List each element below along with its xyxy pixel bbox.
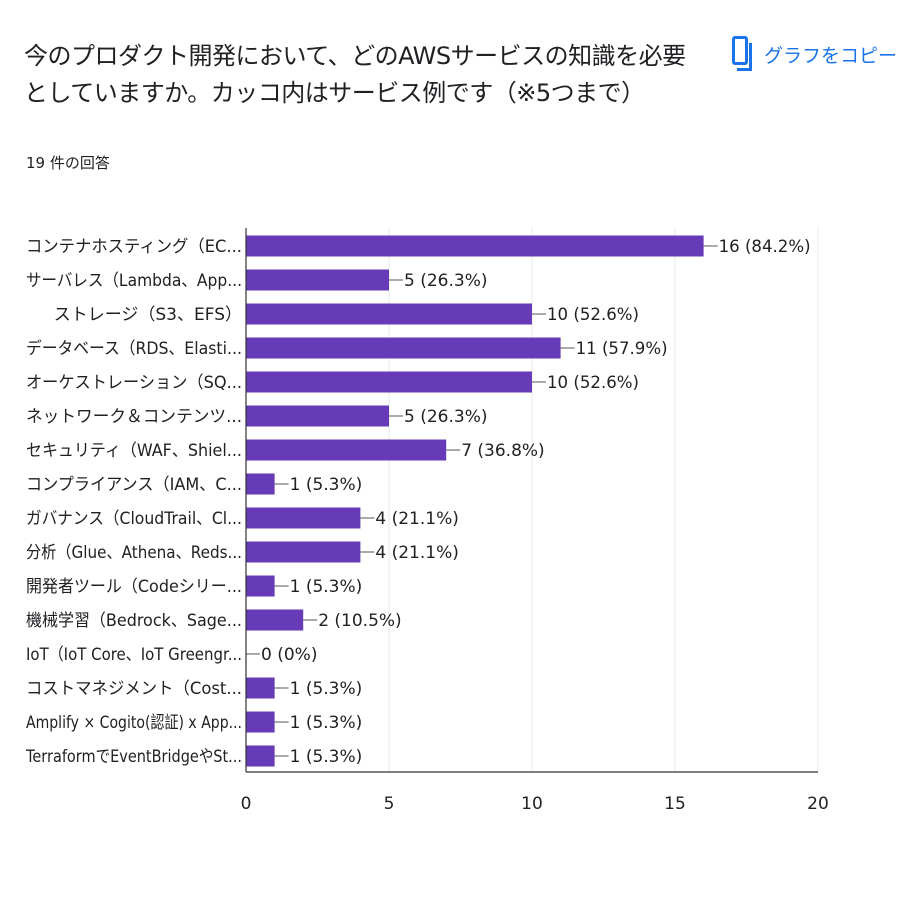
bar	[246, 439, 447, 461]
category-label: コンプライアンス（IAM、C...	[26, 475, 242, 495]
bar	[246, 371, 532, 393]
x-tick-label: 20	[807, 794, 829, 814]
data-label: 0 (0%)	[261, 645, 317, 665]
labels: 0 5 10 15 20 16 (84.2%) コンテナホスティング（EC... 5 (26.…	[25, 237, 829, 814]
category-label: コストマネジメント（Cost...	[26, 679, 242, 699]
data-label: 4 (21.1%)	[375, 543, 459, 563]
data-label: 2 (10.5%)	[318, 611, 402, 631]
copy-chart-button[interactable]: グラフをコピー	[732, 36, 897, 72]
x-tick-label: 10	[521, 794, 543, 814]
category-label: セキュリティ（WAF、Shiel...	[26, 441, 242, 461]
bar	[246, 745, 275, 767]
bar	[246, 609, 304, 631]
chart-title: 今のプロダクト開発において、どのAWSサービスの知識を必要としていますか。カッコ…	[24, 42, 686, 107]
bar	[246, 575, 275, 597]
category-label: ガバナンス（CloudTrail、Cl...	[26, 509, 242, 529]
category-label: TerraformでEventBridgeやSt...	[25, 747, 242, 767]
bar	[246, 507, 361, 529]
bar	[246, 303, 532, 325]
category-label: オーケストレーション（SQ...	[26, 373, 242, 393]
response-count: 19 件の回答	[26, 154, 110, 172]
data-label: 5 (26.3%)	[404, 407, 488, 427]
bars	[246, 235, 718, 767]
data-label: 11 (57.9%)	[576, 339, 668, 359]
bar	[246, 473, 275, 495]
data-label: 1 (5.3%)	[290, 577, 363, 597]
data-label: 1 (5.3%)	[290, 475, 363, 495]
category-label: Amplify × Cogito(認証) x App...	[26, 713, 242, 733]
x-tick-label: 15	[664, 794, 686, 814]
data-label: 1 (5.3%)	[290, 747, 363, 767]
category-label: ストレージ（S3、EFS）	[54, 305, 242, 325]
data-label: 10 (52.6%)	[547, 305, 639, 325]
category-label: 機械学習（Bedrock、Sage...	[26, 611, 242, 631]
category-label: サーバレス（Lambda、App...	[26, 271, 242, 291]
x-tick-label: 5	[384, 794, 395, 814]
copy-chart-label: グラフをコピー	[764, 44, 898, 67]
bar	[246, 337, 561, 359]
data-label: 1 (5.3%)	[290, 713, 363, 733]
copy-icon	[732, 36, 752, 72]
axes	[245, 228, 818, 773]
category-label: ネットワーク＆コンテンツ...	[26, 407, 242, 427]
bar	[246, 405, 389, 427]
data-label: 4 (21.1%)	[375, 509, 459, 529]
data-label: 7 (36.8%)	[461, 441, 545, 461]
data-label: 1 (5.3%)	[290, 679, 363, 699]
data-label: 10 (52.6%)	[547, 373, 639, 393]
data-label: 5 (26.3%)	[404, 271, 488, 291]
category-label: データベース（RDS、Elasti...	[26, 338, 242, 359]
bar	[246, 677, 275, 699]
category-label: コンテナホスティング（EC...	[26, 237, 242, 257]
bar	[246, 541, 361, 563]
bar	[246, 711, 275, 733]
category-label: IoT（IoT Core、IoT Greengr...	[26, 645, 242, 665]
category-label: 分析（Glue、Athena、Reds...	[26, 543, 242, 563]
x-tick-label: 0	[241, 794, 252, 814]
bar	[246, 269, 389, 291]
category-label: 開発者ツール（Codeシリー...	[26, 577, 242, 597]
bar	[246, 235, 704, 257]
data-label: 16 (84.2%)	[719, 237, 811, 257]
